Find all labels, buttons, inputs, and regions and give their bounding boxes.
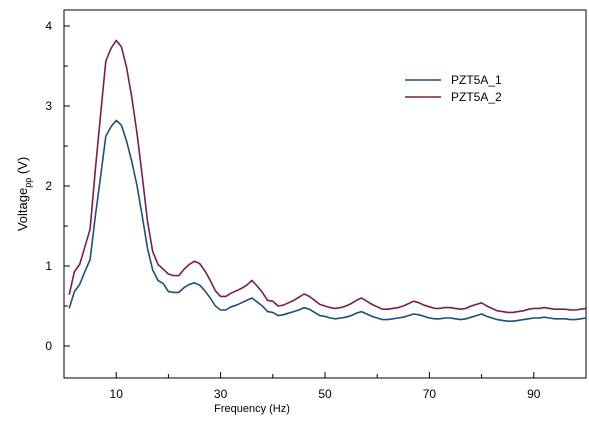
legend-label: PZT5A_1 xyxy=(451,73,502,87)
x-tick-label: 30 xyxy=(214,387,228,401)
x-tick-label: 50 xyxy=(318,387,332,401)
x-axis-ticks: 10 30 50 70 90 xyxy=(63,372,587,401)
y-tick-label: 1 xyxy=(45,259,52,273)
x-axis-label: Frequency (Hz) xyxy=(214,403,290,415)
x-tick-label: 10 xyxy=(110,387,124,401)
legend: PZT5A_1 PZT5A_2 xyxy=(405,73,502,104)
y-tick-label: 3 xyxy=(45,99,52,113)
series-line-pzt5a-2 xyxy=(68,39,587,314)
x-tick-label: 70 xyxy=(423,387,437,401)
series-lines xyxy=(68,39,587,323)
y-tick-label: 4 xyxy=(45,19,52,33)
y-tick-label: 2 xyxy=(45,179,52,193)
x-tick-label: 90 xyxy=(527,387,541,401)
plot-frame xyxy=(63,9,587,379)
y-axis-label-unit: (V) xyxy=(15,157,30,178)
y-axis-ticks: 0 1 2 3 4 xyxy=(45,19,70,353)
legend-label: PZT5A_2 xyxy=(451,90,502,104)
y-tick-label: 0 xyxy=(45,339,52,353)
series-line-pzt5a-1 xyxy=(68,119,587,323)
y-axis-label-subscript: pp xyxy=(23,178,33,188)
y-axis-label: Voltagepp (V) xyxy=(15,157,33,231)
y-axis-label-main: Voltage xyxy=(15,188,30,231)
